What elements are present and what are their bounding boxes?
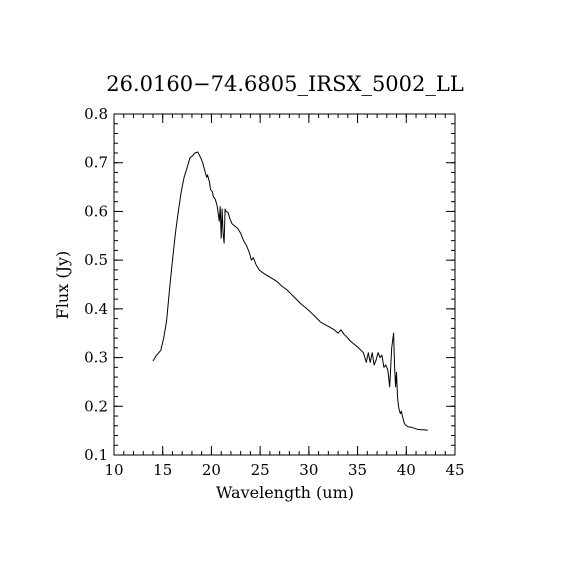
plot-frame <box>113 113 456 456</box>
x-tick-label: 40 <box>397 461 416 479</box>
y-tick-label: 0.8 <box>84 105 108 123</box>
y-axis-label: Flux (Jy) <box>53 251 72 320</box>
y-tick-label: 0.5 <box>84 251 108 269</box>
x-tick-label: 35 <box>348 461 367 479</box>
plot-area: 10 15 20 25 30 35 40 45 0.1 0.2 0.3 0.4 0.5 0.6 0.7 0.8 <box>84 105 464 479</box>
y-tick-label: 0.4 <box>84 300 108 318</box>
x-tick-label: 30 <box>299 461 318 479</box>
y-tick-label: 0.3 <box>84 349 108 367</box>
x-tick-label: 10 <box>104 461 123 479</box>
x-axis-label: Wavelength (um) <box>216 483 354 502</box>
x-tick-label: 15 <box>153 461 172 479</box>
x-tick-label: 20 <box>202 461 221 479</box>
y-tick-label: 0.2 <box>84 397 108 415</box>
spectrum-line <box>152 151 428 431</box>
y-tick-label: 0.7 <box>84 154 108 172</box>
y-tick-label: 0.1 <box>84 446 108 464</box>
x-tick-label: 45 <box>445 461 464 479</box>
chart-title: 26.0160−74.6805_IRSX_5002_LL <box>106 72 464 96</box>
y-tick-label: 0.6 <box>84 202 108 220</box>
x-tick-label: 25 <box>251 461 270 479</box>
